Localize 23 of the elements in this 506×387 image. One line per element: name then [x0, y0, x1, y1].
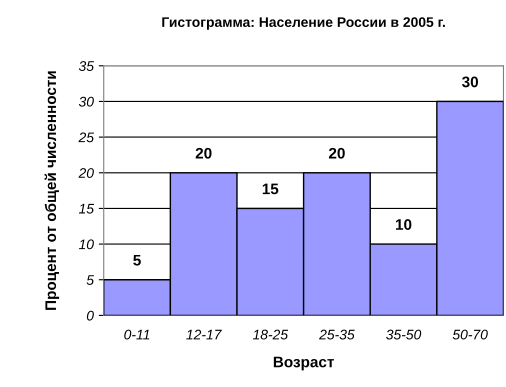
data-label: 15 [262, 184, 278, 194]
x-tick-label: 35-50 [386, 330, 422, 340]
y-axis-title: Процент от общей численности [44, 71, 60, 310]
data-label: 20 [196, 148, 212, 159]
x-tick-label: 50-70 [452, 330, 488, 340]
y-tick-label: 25 [78, 132, 94, 142]
data-label: 20 [328, 148, 345, 159]
y-tick-label: 10 [78, 239, 94, 250]
y-tick-label: 0 [86, 310, 94, 321]
x-axis-title: Возраст [274, 356, 334, 370]
x-tick-label: 0-11 [124, 330, 150, 340]
x-tick-label: 18-25 [252, 330, 288, 340]
data-label: 30 [462, 76, 478, 88]
y-tick-label: 35 [78, 61, 94, 71]
x-tick-label: 12-17 [186, 330, 222, 340]
y-tick-label: 15 [78, 204, 94, 214]
data-label: 5 [133, 254, 141, 266]
x-tick-label: 25-35 [319, 330, 355, 340]
y-tick-label: 30 [78, 96, 94, 107]
data-label: 10 [396, 219, 412, 230]
y-tick-label: 20 [78, 168, 94, 178]
y-tick-label: 5 [86, 275, 94, 285]
chart-title: Гистограмма: Население России в 2005 г. [162, 17, 445, 30]
